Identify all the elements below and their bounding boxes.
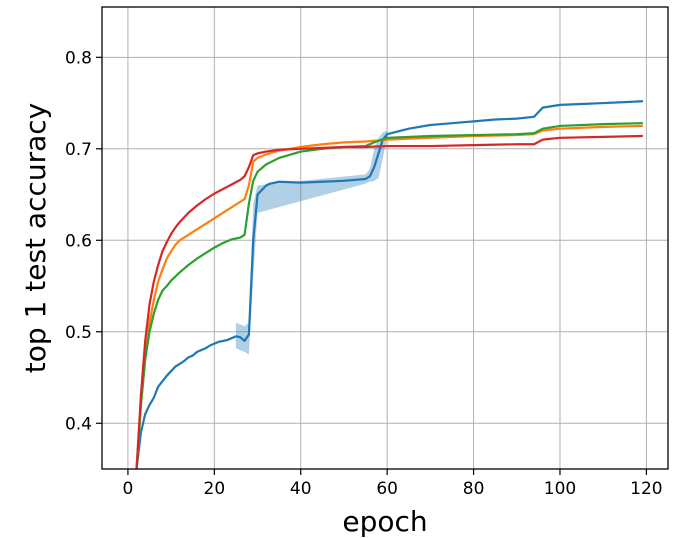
series-3-line	[135, 122, 644, 469]
x-tick-label: 60	[376, 479, 398, 499]
series-1-line	[135, 100, 644, 469]
x-tick-label: 20	[204, 479, 226, 499]
x-tick-label: 80	[463, 479, 485, 499]
x-axis-title: epoch	[342, 505, 427, 538]
x-tick-label: 120	[630, 479, 662, 499]
variance-bands	[235, 130, 388, 355]
series-lines	[135, 100, 644, 469]
plot-area	[102, 7, 668, 469]
y-tick-label: 0.6	[65, 231, 92, 251]
y-axis-title: top 1 test accuracy	[19, 103, 52, 374]
y-tick-label: 0.8	[65, 48, 92, 68]
x-tick-label: 0	[123, 479, 134, 499]
y-tick-label: 0.4	[65, 414, 92, 434]
y-tick-label: 0.7	[65, 140, 92, 160]
plot-frame	[101, 6, 669, 470]
grid	[102, 7, 668, 469]
y-tick-label: 0.5	[65, 323, 92, 343]
x-tick-label: 40	[290, 479, 312, 499]
series-1-band	[235, 130, 388, 355]
series-4-line	[135, 134, 644, 469]
ticks: 0 20 40 60 80 100 120 0.4 0.5 0.6 0.7 0.8	[65, 48, 663, 499]
x-tick-label: 100	[544, 479, 576, 499]
